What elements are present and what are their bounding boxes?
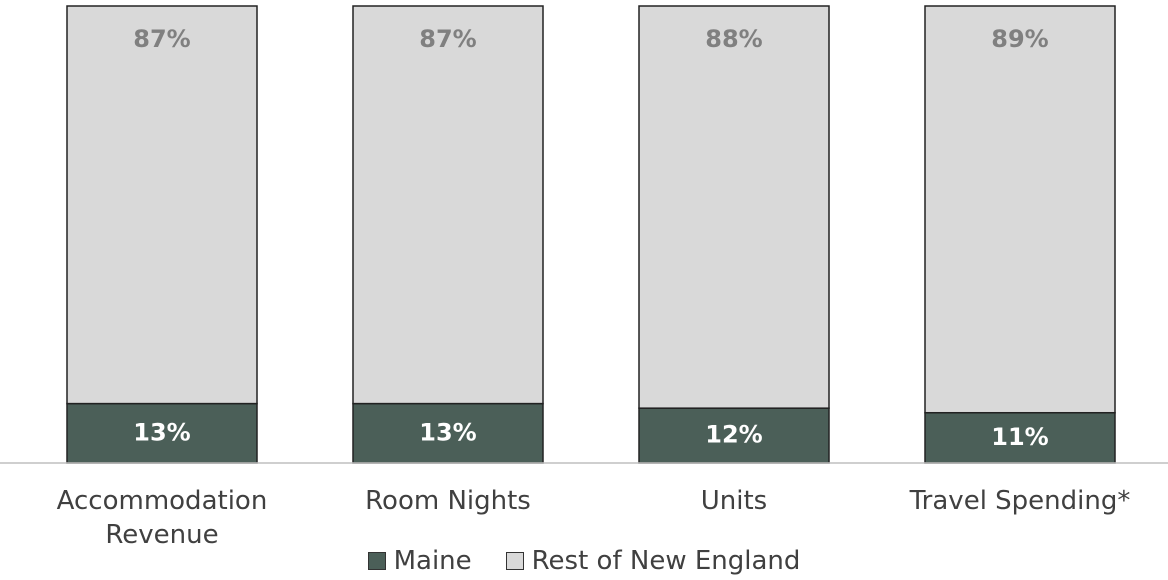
x-tick-label: Travel Spending* bbox=[909, 486, 1131, 516]
legend-item: Maine bbox=[367, 546, 472, 576]
legend-item: Rest of New England bbox=[505, 546, 801, 576]
bar-segment bbox=[638, 5, 830, 409]
x-tick-label: Room Nights bbox=[365, 486, 531, 516]
data-label: 11% bbox=[991, 423, 1048, 451]
bar-segment bbox=[66, 402, 258, 464]
bar-segment bbox=[924, 411, 1116, 464]
legend-label: Maine bbox=[393, 546, 472, 576]
legend-label: Rest of New England bbox=[531, 546, 801, 576]
legend-swatch bbox=[505, 552, 524, 570]
legend: Maine Rest of New England bbox=[0, 546, 1168, 576]
bar-segment bbox=[924, 5, 1116, 414]
data-label: 87% bbox=[419, 25, 476, 53]
bar-segment bbox=[66, 5, 258, 405]
legend-swatch bbox=[367, 552, 386, 570]
x-tick-label: Units bbox=[700, 486, 768, 516]
data-label: 13% bbox=[133, 418, 190, 446]
data-label: 12% bbox=[705, 421, 762, 449]
x-tick-label: Accommodation Revenue bbox=[56, 486, 268, 550]
data-label: 13% bbox=[419, 418, 476, 446]
data-label: 88% bbox=[705, 25, 762, 53]
data-label: 89% bbox=[991, 25, 1048, 53]
data-label: 87% bbox=[133, 25, 190, 53]
bar-segment bbox=[352, 5, 544, 405]
bar-segment bbox=[352, 402, 544, 464]
